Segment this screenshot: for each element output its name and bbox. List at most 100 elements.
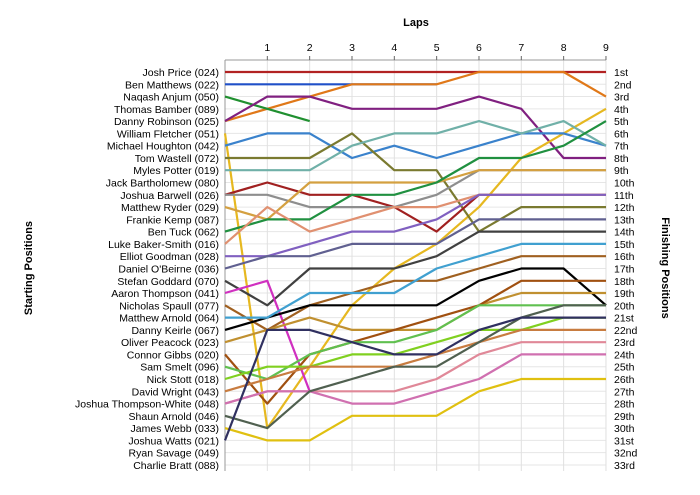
finishing-position-label: 28th (614, 399, 635, 411)
finishing-position-label: 2nd (614, 79, 632, 91)
x-tick-label: 1 (264, 42, 270, 54)
starting-position-label: Ben Tuck (062) (148, 227, 219, 239)
starting-position-label: William Fletcher (051) (117, 128, 219, 140)
finishing-position-label: 3rd (614, 92, 629, 104)
finishing-position-label: 21st (614, 313, 634, 325)
series-line (225, 120, 607, 172)
starting-position-label: Nick Stott (018) (147, 374, 219, 386)
series-line (224, 267, 607, 331)
starting-position-label: Myles Potter (019) (133, 165, 219, 177)
series-line (224, 95, 311, 123)
series-line (225, 193, 606, 258)
series-line (223, 107, 607, 430)
starting-position-label: Elliot Goodman (028) (120, 251, 219, 263)
finishing-position-label: 18th (614, 276, 635, 288)
series-line (224, 304, 606, 430)
finishing-position-label: 6th (614, 128, 629, 140)
starting-position-label: Matthew Ryder (029) (121, 202, 219, 214)
finishing-position-label: 25th (614, 362, 635, 374)
starting-position-label: Danny Keirle (067) (131, 325, 219, 337)
finishing-position-label: 22nd (614, 325, 638, 337)
starting-position-label: Sam Smelt (096) (140, 362, 219, 374)
series-line (224, 132, 607, 160)
finishing-position-label: 4th (614, 104, 629, 116)
starting-position-label: Nicholas Spaull (077) (119, 300, 219, 312)
starting-position-label: Danny Robinson (025) (114, 116, 219, 128)
series-line (224, 341, 606, 405)
finishing-position-label: 23rd (614, 337, 635, 349)
starting-position-label: Aaron Thompson (041) (111, 288, 219, 300)
finishing-position-label: 30th (614, 423, 635, 435)
x-tick-label: 8 (561, 42, 567, 54)
x-tick-label: 6 (476, 42, 482, 54)
starting-position-label: James Webb (033) (130, 423, 219, 435)
starting-position-label: Joshua Thompson-White (048) (75, 399, 219, 411)
starting-position-label: Shaun Arnold (046) (129, 411, 219, 423)
x-tick-label: 4 (391, 42, 397, 54)
x-tick-label: 9 (603, 42, 609, 54)
starting-position-label: Josh Price (024) (143, 67, 219, 79)
starting-position-label: Ryan Savage (049) (129, 448, 219, 460)
series-line (224, 316, 606, 381)
series-line (224, 353, 606, 405)
starting-position-label: Connor Gibbs (020) (127, 349, 219, 361)
y-axis-title-right: Finishing Positions (659, 217, 671, 318)
finishing-position-label: 15th (614, 239, 635, 251)
series-line (224, 328, 606, 393)
finishing-position-label: 32nd (614, 448, 638, 460)
finishing-position-label: 31st (614, 435, 634, 447)
x-tick-label: 5 (434, 42, 440, 54)
series-line (224, 279, 606, 405)
starting-position-label: Naqash Anjum (050) (123, 92, 219, 104)
x-tick-label: 2 (307, 42, 313, 54)
series-line (224, 218, 606, 270)
finishing-position-label: 29th (614, 411, 635, 423)
series-lines (223, 70, 607, 442)
finishing-position-label: 5th (614, 116, 629, 128)
series-line (224, 95, 606, 160)
starting-position-label: Luke Baker-Smith (016) (108, 239, 219, 251)
finishing-position-label: 12th (614, 202, 635, 214)
starting-position-label: Joshua Barwell (026) (120, 190, 219, 202)
finishing-position-label: 10th (614, 178, 635, 190)
starting-position-label: Thomas Bamber (089) (114, 104, 219, 116)
series-line (224, 291, 606, 344)
finishing-position-label: 17th (614, 263, 635, 275)
starting-position-label: Frankie Kemp (087) (126, 214, 219, 226)
starting-position-label: Daniel O'Beirne (036) (118, 263, 219, 275)
starting-position-label: Jack Bartholomew (080) (106, 178, 219, 190)
x-ticks: 1 2 3 4 5 6 7 8 9 (264, 42, 609, 60)
starting-position-labels: Josh Price (024)Ben Matthews (022)Naqash… (75, 67, 219, 472)
finishing-position-labels: 1st2nd3rd4th5th6th7th8th9th10th11th12th1… (614, 67, 638, 472)
series-line (225, 242, 606, 319)
x-axis-title: Laps (403, 17, 429, 29)
finishing-position-label: 19th (614, 288, 635, 300)
finishing-position-label: 27th (614, 386, 635, 398)
finishing-position-label: 9th (614, 165, 629, 177)
starting-position-label: Oliver Peacock (023) (121, 337, 219, 349)
finishing-position-label: 26th (614, 374, 635, 386)
finishing-position-label: 16th (614, 251, 635, 263)
series-line (224, 70, 607, 123)
finishing-position-label: 24th (614, 349, 635, 361)
x-tick-label: 7 (518, 42, 524, 54)
series-line (225, 132, 606, 233)
finishing-position-label: 14th (614, 227, 635, 239)
starting-position-label: Matthew Arnold (064) (119, 313, 219, 325)
grid (224, 59, 607, 471)
starting-position-label: Michael Houghton (042) (107, 141, 219, 153)
series-line (223, 316, 606, 441)
series-line (224, 377, 606, 442)
finishing-position-label: 11th (614, 190, 634, 202)
series-line (224, 279, 311, 392)
finishing-position-label: 13th (614, 214, 635, 226)
starting-position-label: Charlie Bratt (088) (133, 460, 219, 472)
finishing-position-label: 8th (614, 153, 629, 165)
starting-position-label: Tom Wastell (072) (135, 153, 219, 165)
starting-position-label: Stefan Goddard (070) (117, 276, 219, 288)
y-axis-title-left: Starting Positions (23, 221, 35, 315)
series-line (224, 169, 606, 221)
x-tick-label: 3 (349, 42, 355, 54)
finishing-position-label: 20th (614, 300, 635, 312)
